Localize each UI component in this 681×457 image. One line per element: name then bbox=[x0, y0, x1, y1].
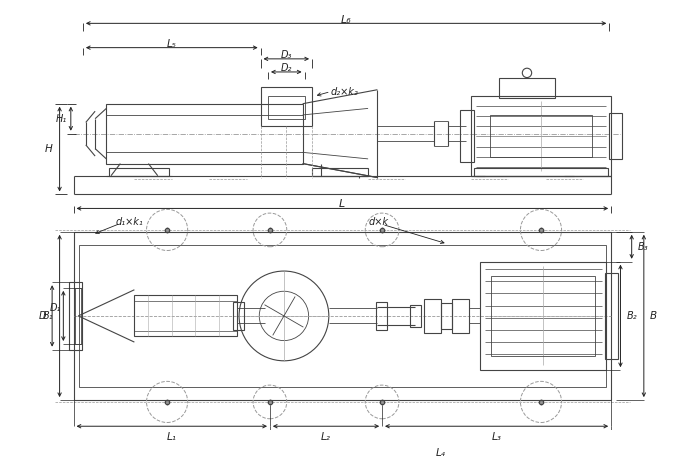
Bar bbox=[109, 168, 169, 175]
Text: B₃: B₃ bbox=[637, 242, 648, 252]
Bar bbox=[74, 232, 611, 400]
Bar bbox=[261, 87, 312, 126]
Text: d₂×k₂: d₂×k₂ bbox=[331, 86, 358, 96]
Bar bbox=[605, 273, 618, 359]
Bar bbox=[268, 96, 304, 119]
Bar bbox=[452, 299, 469, 333]
Text: H₁: H₁ bbox=[56, 114, 67, 124]
Bar bbox=[69, 282, 82, 350]
Bar bbox=[474, 168, 608, 175]
Text: D₁: D₁ bbox=[50, 303, 61, 314]
Text: L₄: L₄ bbox=[436, 448, 445, 457]
Bar bbox=[410, 305, 422, 327]
Text: B₂: B₂ bbox=[627, 311, 637, 321]
Bar bbox=[609, 113, 622, 159]
Bar bbox=[424, 299, 441, 333]
Text: L₆: L₆ bbox=[341, 15, 352, 25]
Bar bbox=[441, 303, 452, 329]
Text: D: D bbox=[39, 311, 46, 321]
Bar bbox=[232, 302, 244, 330]
Text: D₂: D₂ bbox=[281, 63, 292, 73]
Text: L₅: L₅ bbox=[167, 39, 176, 49]
Text: L₃: L₃ bbox=[492, 432, 501, 442]
Bar bbox=[134, 295, 237, 336]
Bar bbox=[480, 262, 607, 370]
Text: d×k: d×k bbox=[368, 217, 388, 227]
Bar bbox=[490, 115, 592, 157]
Bar bbox=[106, 104, 302, 164]
Bar bbox=[375, 302, 387, 330]
Text: B₁: B₁ bbox=[43, 311, 54, 321]
Bar bbox=[312, 168, 368, 175]
Bar bbox=[471, 96, 611, 175]
Text: L₂: L₂ bbox=[321, 432, 331, 442]
Text: H: H bbox=[44, 144, 52, 154]
Bar bbox=[76, 288, 81, 344]
Bar bbox=[492, 276, 595, 356]
Text: D₃: D₃ bbox=[281, 50, 292, 60]
Text: B: B bbox=[650, 311, 656, 321]
Text: L₁: L₁ bbox=[167, 432, 176, 442]
Bar bbox=[79, 245, 605, 387]
Text: L: L bbox=[338, 199, 345, 209]
Bar bbox=[460, 110, 474, 162]
Text: d₁×k₁: d₁×k₁ bbox=[116, 217, 144, 227]
Bar bbox=[499, 78, 555, 98]
